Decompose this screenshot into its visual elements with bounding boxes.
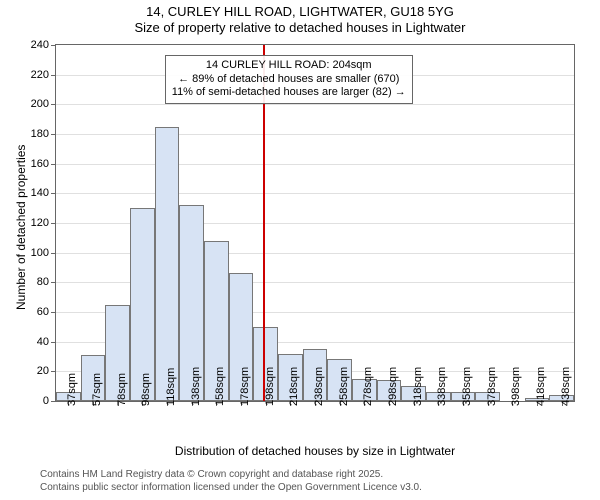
ytick-label: 220 bbox=[31, 69, 49, 81]
ytick-mark bbox=[51, 342, 56, 343]
footer-line2: Contains public sector information licen… bbox=[40, 482, 422, 495]
ytick-label: 140 bbox=[31, 187, 49, 199]
annotation-line2: ← 89% of detached houses are smaller (67… bbox=[172, 73, 406, 87]
ytick-label: 40 bbox=[37, 336, 49, 348]
footer-line1: Contains HM Land Registry data © Crown c… bbox=[40, 469, 422, 482]
footer-text: Contains HM Land Registry data © Crown c… bbox=[40, 469, 422, 494]
ytick-mark bbox=[51, 282, 56, 283]
gridline bbox=[56, 104, 574, 105]
ytick-label: 60 bbox=[37, 306, 49, 318]
gridline bbox=[56, 164, 574, 165]
ytick-label: 20 bbox=[37, 365, 49, 377]
ytick-mark bbox=[51, 104, 56, 105]
ytick-mark bbox=[51, 312, 56, 313]
ytick-mark bbox=[51, 45, 56, 46]
ytick-label: 240 bbox=[31, 39, 49, 51]
annotation-box: 14 CURLEY HILL ROAD: 204sqm← 89% of deta… bbox=[165, 55, 413, 104]
ytick-mark bbox=[51, 75, 56, 76]
chart-title-block: 14, CURLEY HILL ROAD, LIGHTWATER, GU18 5… bbox=[0, 4, 600, 37]
ytick-mark bbox=[51, 164, 56, 165]
annotation-line3: 11% of semi-detached houses are larger (… bbox=[172, 86, 406, 100]
plot-area: 14 CURLEY HILL ROAD: 204sqm← 89% of deta… bbox=[55, 44, 575, 402]
chart-title-line2: Size of property relative to detached ho… bbox=[0, 20, 600, 36]
ytick-label: 120 bbox=[31, 217, 49, 229]
ytick-label: 180 bbox=[31, 128, 49, 140]
y-axis-label: Number of detached properties bbox=[14, 145, 28, 310]
ytick-label: 160 bbox=[31, 158, 49, 170]
annotation-line1: 14 CURLEY HILL ROAD: 204sqm bbox=[172, 59, 406, 73]
ytick-mark bbox=[51, 134, 56, 135]
histogram-bar bbox=[155, 127, 180, 401]
x-axis-label: Distribution of detached houses by size … bbox=[55, 444, 575, 458]
chart-title-line1: 14, CURLEY HILL ROAD, LIGHTWATER, GU18 5… bbox=[0, 4, 600, 20]
chart-container: 14, CURLEY HILL ROAD, LIGHTWATER, GU18 5… bbox=[0, 0, 600, 500]
gridline bbox=[56, 193, 574, 194]
ytick-label: 100 bbox=[31, 247, 49, 259]
ytick-mark bbox=[51, 401, 56, 402]
gridline bbox=[56, 134, 574, 135]
ytick-mark bbox=[51, 371, 56, 372]
ytick-mark bbox=[51, 193, 56, 194]
ytick-label: 0 bbox=[43, 395, 49, 407]
ytick-mark bbox=[51, 223, 56, 224]
ytick-mark bbox=[51, 253, 56, 254]
ytick-label: 200 bbox=[31, 98, 49, 110]
ytick-label: 80 bbox=[37, 276, 49, 288]
